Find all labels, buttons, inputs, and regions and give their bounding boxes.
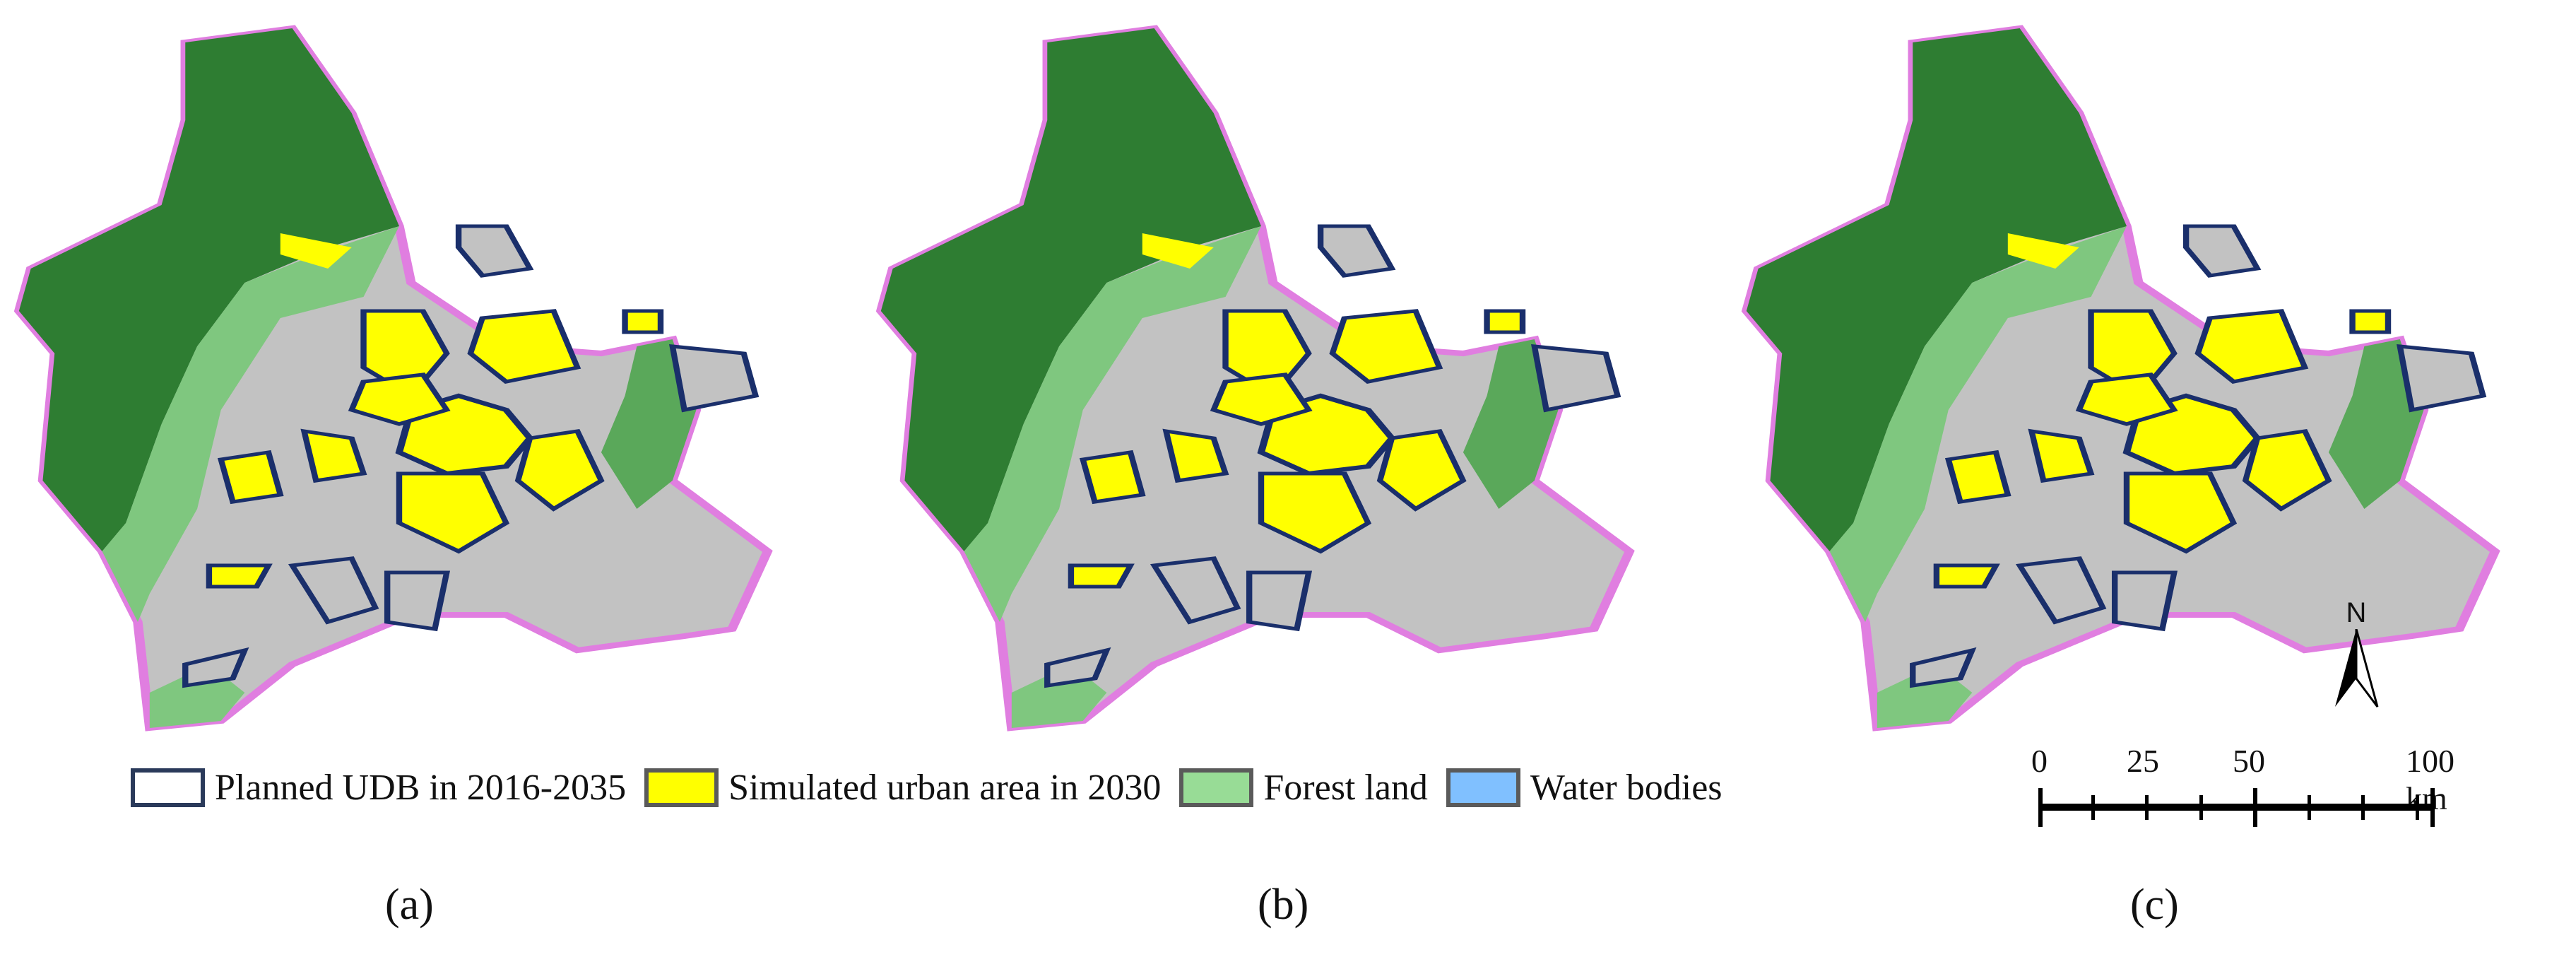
legend-label: Simulated urban area in 2030 bbox=[728, 768, 1162, 808]
legend-label: Planned UDB in 2016-2035 bbox=[215, 768, 627, 808]
legend-label: Forest land bbox=[1263, 768, 1428, 808]
legend-item-forest: Forest land bbox=[1179, 767, 1428, 809]
map-b bbox=[869, 14, 1653, 735]
legend-label: Water bodies bbox=[1530, 768, 1723, 808]
scale-label-25: 25 bbox=[2127, 743, 2159, 779]
map-panel-c bbox=[1735, 14, 2519, 735]
legend-item-water: Water bodies bbox=[1446, 767, 1723, 809]
north-label: N bbox=[2346, 597, 2367, 628]
scale-bar-graphic bbox=[2038, 788, 2435, 827]
scale-label-0: 0 bbox=[2031, 743, 2048, 779]
water-swatch bbox=[1446, 768, 1520, 807]
map-panel-a bbox=[7, 14, 791, 735]
map-a bbox=[7, 14, 791, 735]
scale-bar: 0 25 50 100 km bbox=[2021, 742, 2459, 827]
udb-swatch bbox=[131, 768, 205, 807]
map-c bbox=[1735, 14, 2519, 735]
caption-b: (b) bbox=[1258, 881, 1309, 929]
caption-c: (c) bbox=[2130, 881, 2179, 929]
legend: Planned UDB in 2016-2035 Simulated urban… bbox=[131, 767, 1741, 809]
caption-a: (a) bbox=[385, 881, 434, 929]
legend-item-urban: Simulated urban area in 2030 bbox=[644, 767, 1161, 809]
legend-item-udb: Planned UDB in 2016-2035 bbox=[131, 767, 626, 809]
urban-swatch bbox=[644, 768, 719, 807]
north-arrow-icon: N bbox=[2332, 597, 2381, 717]
map-panel-b bbox=[869, 14, 1653, 735]
scale-label-50: 50 bbox=[2233, 743, 2265, 779]
forest-swatch bbox=[1179, 768, 1254, 807]
